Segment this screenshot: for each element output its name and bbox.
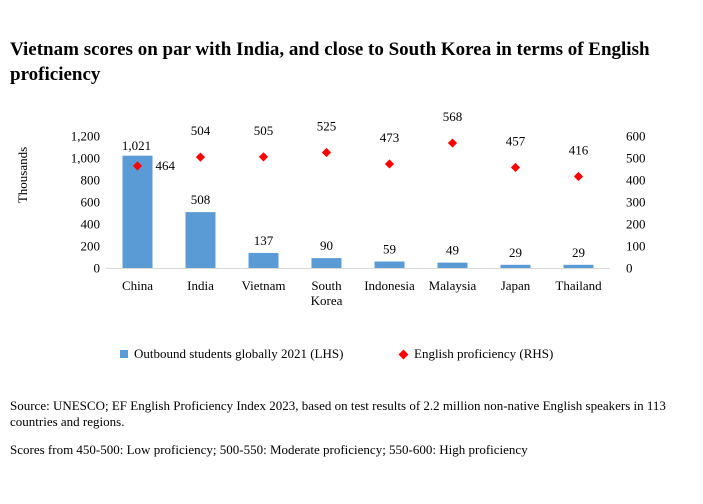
right-axis: 0 100 200 300 400 500 600 xyxy=(626,129,646,276)
y-tick-right: 500 xyxy=(626,151,646,166)
y-tick-left: 1,200 xyxy=(71,129,100,144)
category-label: China xyxy=(122,278,153,293)
y-tick-left: 800 xyxy=(81,173,101,188)
bar xyxy=(437,262,468,268)
bar xyxy=(500,264,531,268)
y-tick-left: 400 xyxy=(81,217,101,232)
bar-data-label: 90 xyxy=(320,238,333,253)
proficiency-note: Scores from 450-500: Low proficiency; 50… xyxy=(10,442,528,457)
scatter-data-label: 464 xyxy=(156,158,176,173)
legend-bar-swatch xyxy=(120,350,128,358)
bar xyxy=(248,252,279,268)
scatter-point xyxy=(195,152,206,162)
y-tick-left: 1,000 xyxy=(71,151,100,166)
y-tick-right: 400 xyxy=(626,173,646,188)
y-tick-left: 200 xyxy=(81,239,101,254)
category-label: Indonesia xyxy=(364,278,415,293)
bar xyxy=(311,258,342,268)
legend-scatter-label: English proficiency (RHS) xyxy=(414,346,554,361)
bar-data-label: 137 xyxy=(254,233,274,248)
scatter-point xyxy=(258,152,269,162)
category-label: Malaysia xyxy=(429,278,477,293)
scatter-data-label: 505 xyxy=(254,123,274,138)
y-tick-right: 100 xyxy=(626,239,646,254)
y-tick-left: 0 xyxy=(94,261,101,276)
legend-item-scatter: English proficiency (RHS) xyxy=(398,346,554,362)
scatter-series xyxy=(132,138,584,182)
y-tick-right: 600 xyxy=(626,129,646,144)
scatter-point xyxy=(321,147,332,158)
scatter-point xyxy=(132,161,143,171)
scatter-data-label: 416 xyxy=(569,142,589,157)
bar xyxy=(563,264,594,268)
y-tick-right: 300 xyxy=(626,195,646,210)
bar-data-label: 508 xyxy=(191,192,211,207)
bar-data-labels: 1,021 508 137 90 59 49 29 29 xyxy=(122,138,585,260)
y-tick-left: 600 xyxy=(81,195,101,210)
category-label: South xyxy=(311,278,342,293)
category-label: Korea xyxy=(311,293,343,308)
bar xyxy=(374,261,405,268)
bar xyxy=(122,155,153,268)
y-tick-right: 200 xyxy=(626,217,646,232)
source-note: Source: UNESCO; EF English Proficiency I… xyxy=(10,398,666,429)
bar-data-label: 49 xyxy=(446,243,459,258)
scatter-data-label: 525 xyxy=(317,119,337,134)
category-label: Japan xyxy=(501,278,531,293)
legend-diamond-swatch xyxy=(398,349,409,359)
legend-item-bars: Outbound students globally 2021 (LHS) xyxy=(120,346,343,362)
scatter-point xyxy=(510,162,521,173)
y-tick-right: 0 xyxy=(626,261,633,276)
category-label: Vietnam xyxy=(242,278,286,293)
bar-series xyxy=(122,155,594,268)
category-label: Thailand xyxy=(555,278,602,293)
chart-title: Vietnam scores on par with India, and cl… xyxy=(10,39,650,85)
y-axis-label: Thousands xyxy=(15,147,30,203)
category-label: India xyxy=(187,278,214,293)
scatter-data-label: 504 xyxy=(191,123,211,138)
scatter-data-label: 568 xyxy=(443,109,463,124)
scatter-point xyxy=(384,159,395,169)
scatter-data-label: 473 xyxy=(380,130,400,145)
scatter-point xyxy=(447,138,458,148)
scatter-data-labels: 464 504 505 525 473 568 457 416 xyxy=(156,109,589,173)
scatter-point xyxy=(573,171,584,182)
bar xyxy=(185,212,216,268)
bar-data-label: 29 xyxy=(509,245,522,260)
left-axis: 0 200 400 600 800 1,000 1,200 xyxy=(71,129,610,276)
bar-data-label: 1,021 xyxy=(122,138,151,153)
legend-bar-label: Outbound students globally 2021 (LHS) xyxy=(134,346,344,361)
bar-data-label: 59 xyxy=(383,242,396,257)
scatter-data-label: 457 xyxy=(506,133,526,148)
bar-data-label: 29 xyxy=(572,245,585,260)
